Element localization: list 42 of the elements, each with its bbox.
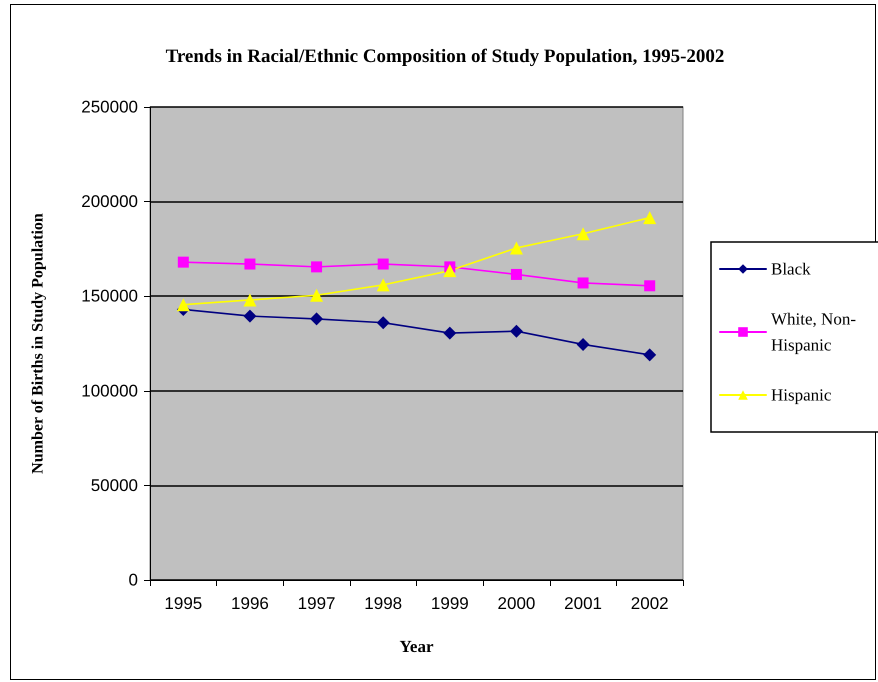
point <box>443 264 456 278</box>
legend-label: White, Non-Hispanic <box>771 310 856 354</box>
x-tick-label: 1998 <box>364 594 402 613</box>
y-tick-label: 100000 <box>81 381 138 400</box>
point <box>311 261 322 272</box>
point <box>243 293 256 306</box>
point <box>443 326 456 340</box>
x-tick-label: 1996 <box>231 594 269 613</box>
y-tick-label: 150000 <box>81 286 138 306</box>
point <box>376 316 390 330</box>
point <box>510 241 523 254</box>
x-axis-title: Year <box>400 637 434 656</box>
point <box>510 268 522 280</box>
point <box>178 256 189 268</box>
y-tick-label: 250000 <box>81 98 138 116</box>
y-tick-label: 50000 <box>90 476 138 495</box>
legend-label: Hispanic <box>771 386 832 404</box>
point <box>576 227 590 240</box>
legend-label: Black <box>771 260 812 278</box>
point <box>310 312 324 326</box>
point <box>643 348 656 362</box>
x-tick-label: 2002 <box>630 594 669 613</box>
point <box>176 298 190 312</box>
point <box>578 277 589 288</box>
point <box>644 280 656 292</box>
point <box>510 324 523 338</box>
x-tick-label: 1995 <box>164 594 202 613</box>
point <box>643 211 656 224</box>
x-tick-label: 2000 <box>498 594 536 613</box>
x-tick-label: 2001 <box>564 594 602 613</box>
y-axis-title: Number of Births in Study Population <box>30 213 46 474</box>
x-tick-label: 1999 <box>430 594 469 613</box>
chart-title: Trends in Racial/Ethnic Composition of Study Population, 1995-2002 <box>166 46 724 67</box>
y-tick-label: 0 <box>128 570 138 590</box>
x-tick-label: 1997 <box>298 594 336 613</box>
point <box>310 288 324 302</box>
y-tick-label: 200000 <box>81 192 138 212</box>
point <box>378 258 389 270</box>
point <box>244 258 256 270</box>
point <box>243 310 256 323</box>
point <box>376 278 390 292</box>
point <box>576 338 590 351</box>
